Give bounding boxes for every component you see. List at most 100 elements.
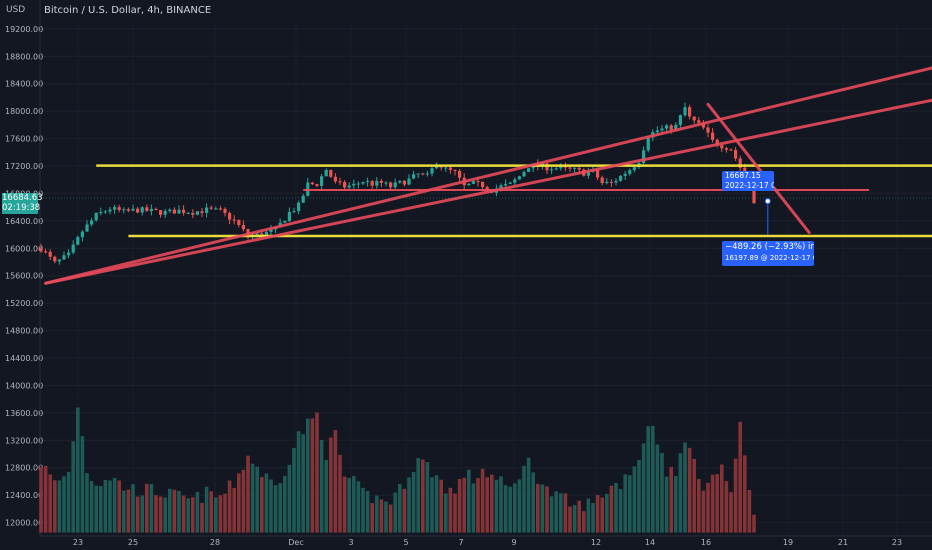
candle-body (678, 115, 682, 125)
candle-body (674, 124, 678, 130)
volume-bar (407, 477, 411, 533)
candle-body (485, 187, 489, 190)
candle-body (609, 181, 613, 183)
chart-title[interactable]: Bitcoin / U.S. Dollar, 4h, BINANCE (44, 5, 212, 16)
candle-body (71, 244, 75, 253)
volume-bar (513, 483, 517, 533)
price-tick-label: 17200.00 (5, 162, 43, 171)
time-tick-label: 25 (128, 538, 138, 547)
volume-bar (402, 488, 407, 533)
candle-body (393, 182, 397, 188)
volume-bar (315, 412, 319, 533)
candle-body (205, 207, 209, 213)
volume-bar (669, 467, 673, 533)
volume-bar (255, 466, 259, 533)
candle-body (683, 107, 687, 116)
candle-body (343, 182, 347, 188)
volume-bar (462, 477, 466, 533)
volume-bar (260, 477, 264, 533)
volume-bar (356, 481, 361, 533)
price-tick-label: 13200.00 (5, 436, 43, 445)
candle-body (237, 220, 241, 225)
price-tick-label: 12000.00 (5, 519, 43, 528)
volume-bar (296, 431, 301, 533)
candle-body (99, 212, 103, 214)
time-tick-label: 5 (403, 538, 408, 547)
candle-body (701, 122, 705, 128)
volume-bar (246, 455, 250, 533)
candle-body (117, 207, 121, 210)
volume-bar (724, 481, 729, 533)
price-tick-label: 12800.00 (5, 464, 43, 473)
volume-bar (131, 484, 135, 533)
volume-bar (338, 454, 342, 533)
volume-bar (135, 496, 140, 533)
time-tick-label: 19 (783, 538, 793, 547)
volume-bar (388, 504, 393, 533)
volume-bar (218, 495, 223, 533)
volume-bar (232, 487, 236, 533)
volume-bar (163, 497, 167, 533)
candle-body (398, 180, 402, 183)
volume-bar (430, 477, 434, 533)
volume-bar (710, 474, 715, 533)
volume-bar (204, 486, 209, 533)
candle-body (412, 174, 416, 179)
candle-body (623, 173, 627, 176)
drawings[interactable] (44, 66, 932, 285)
candle-body (370, 181, 374, 186)
volume-bar (664, 476, 669, 533)
volume-bar (154, 495, 158, 533)
volume-bar (384, 501, 388, 533)
volume-bar (62, 476, 66, 533)
volume-bar (393, 492, 397, 533)
volume-bar (651, 425, 655, 533)
volume-bar (448, 487, 453, 533)
candle-body (315, 184, 319, 186)
time-tick-label: 14 (645, 538, 655, 547)
candle-body (76, 237, 80, 245)
volume-bar (168, 488, 172, 533)
volume-bar (568, 506, 572, 533)
volume-bar (678, 453, 683, 533)
candle-body (545, 163, 549, 171)
volume-bar (379, 499, 384, 533)
time-axis[interactable]: 23 25 28 Dec 3 5 7 9 12 14 16 19 21 23 (40, 535, 932, 547)
volume-bar (747, 489, 752, 533)
price-tick-label: 12400.00 (5, 491, 43, 500)
price-tick-label: 13600.00 (5, 409, 43, 418)
price-axis[interactable]: 19200.00 18800.00 18400.00 18000.00 17600.00… (5, 0, 43, 536)
candle-body (140, 207, 144, 213)
volume-bar (549, 496, 554, 533)
candle-body (287, 211, 291, 221)
candle-body (596, 169, 600, 178)
candle-body (407, 178, 411, 185)
candle-body (458, 170, 462, 178)
drop-line (706, 102, 811, 235)
candle-body (665, 125, 669, 129)
candle-body (168, 209, 172, 212)
volume-bar (425, 462, 430, 533)
candle-body (513, 179, 517, 183)
candle-body (421, 173, 425, 175)
candle-body (85, 224, 89, 232)
candle-body (48, 251, 52, 257)
candle-body (688, 107, 692, 117)
candle-body (527, 168, 531, 173)
candle-body (177, 209, 181, 214)
candle-body (697, 120, 701, 123)
candle-body (577, 167, 581, 170)
measure-detail: 16197.89 @ 2022-12-17 00:00 (725, 254, 814, 262)
volume-bar (283, 475, 287, 533)
candle-body (614, 180, 618, 183)
volume-bar (250, 463, 255, 533)
volume-bar (655, 444, 660, 533)
candle-body (338, 181, 342, 183)
candle-body (53, 256, 57, 262)
time-tick-label: 16 (701, 538, 711, 547)
time-tick-label: 12 (591, 538, 601, 547)
candle-body (200, 211, 204, 213)
volume-bar (347, 477, 351, 533)
time-tick-label: 21 (838, 538, 848, 547)
